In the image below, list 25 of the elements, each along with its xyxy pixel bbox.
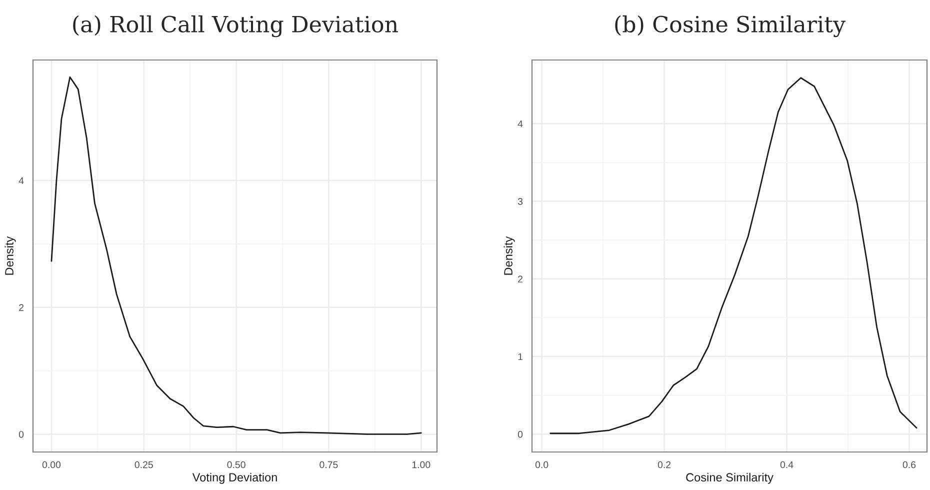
y-axis-title: Density — [504, 236, 515, 275]
y-tick-label: 3 — [518, 198, 523, 205]
chart-title: (b) Cosine Similarity — [615, 15, 846, 38]
x-tick-label: 0.50 — [227, 461, 246, 468]
x-tick-label: 0.25 — [134, 461, 153, 468]
y-tick-label: 0 — [518, 430, 523, 438]
y-axis-title: Density — [4, 236, 16, 275]
y-tick-label: 1 — [518, 353, 522, 360]
x-tick-label: 0.4 — [780, 461, 794, 468]
line-series — [550, 77, 918, 434]
y-tick-label: 4 — [518, 120, 523, 128]
x-tick-label: 0.75 — [320, 461, 338, 468]
x-axis-title: Voting Deviation — [192, 472, 277, 484]
x-tick-label: 0.0 — [535, 461, 548, 468]
y-tick-label: 2 — [19, 304, 24, 311]
x-tick-label: 0.6 — [902, 461, 916, 468]
x-axis-title: Cosine Similarity — [686, 472, 774, 484]
chart-title: (a) Roll Call Voting Deviation — [73, 15, 398, 38]
line-series — [50, 76, 422, 435]
x-tick-label: 1.00 — [412, 461, 430, 468]
x-tick-label: 0.2 — [658, 461, 671, 468]
y-tick-label: 0 — [18, 430, 24, 438]
y-tick-label: 2 — [518, 276, 522, 282]
x-tick-label: 0.00 — [42, 461, 61, 468]
y-tick-label: 4 — [18, 177, 24, 184]
